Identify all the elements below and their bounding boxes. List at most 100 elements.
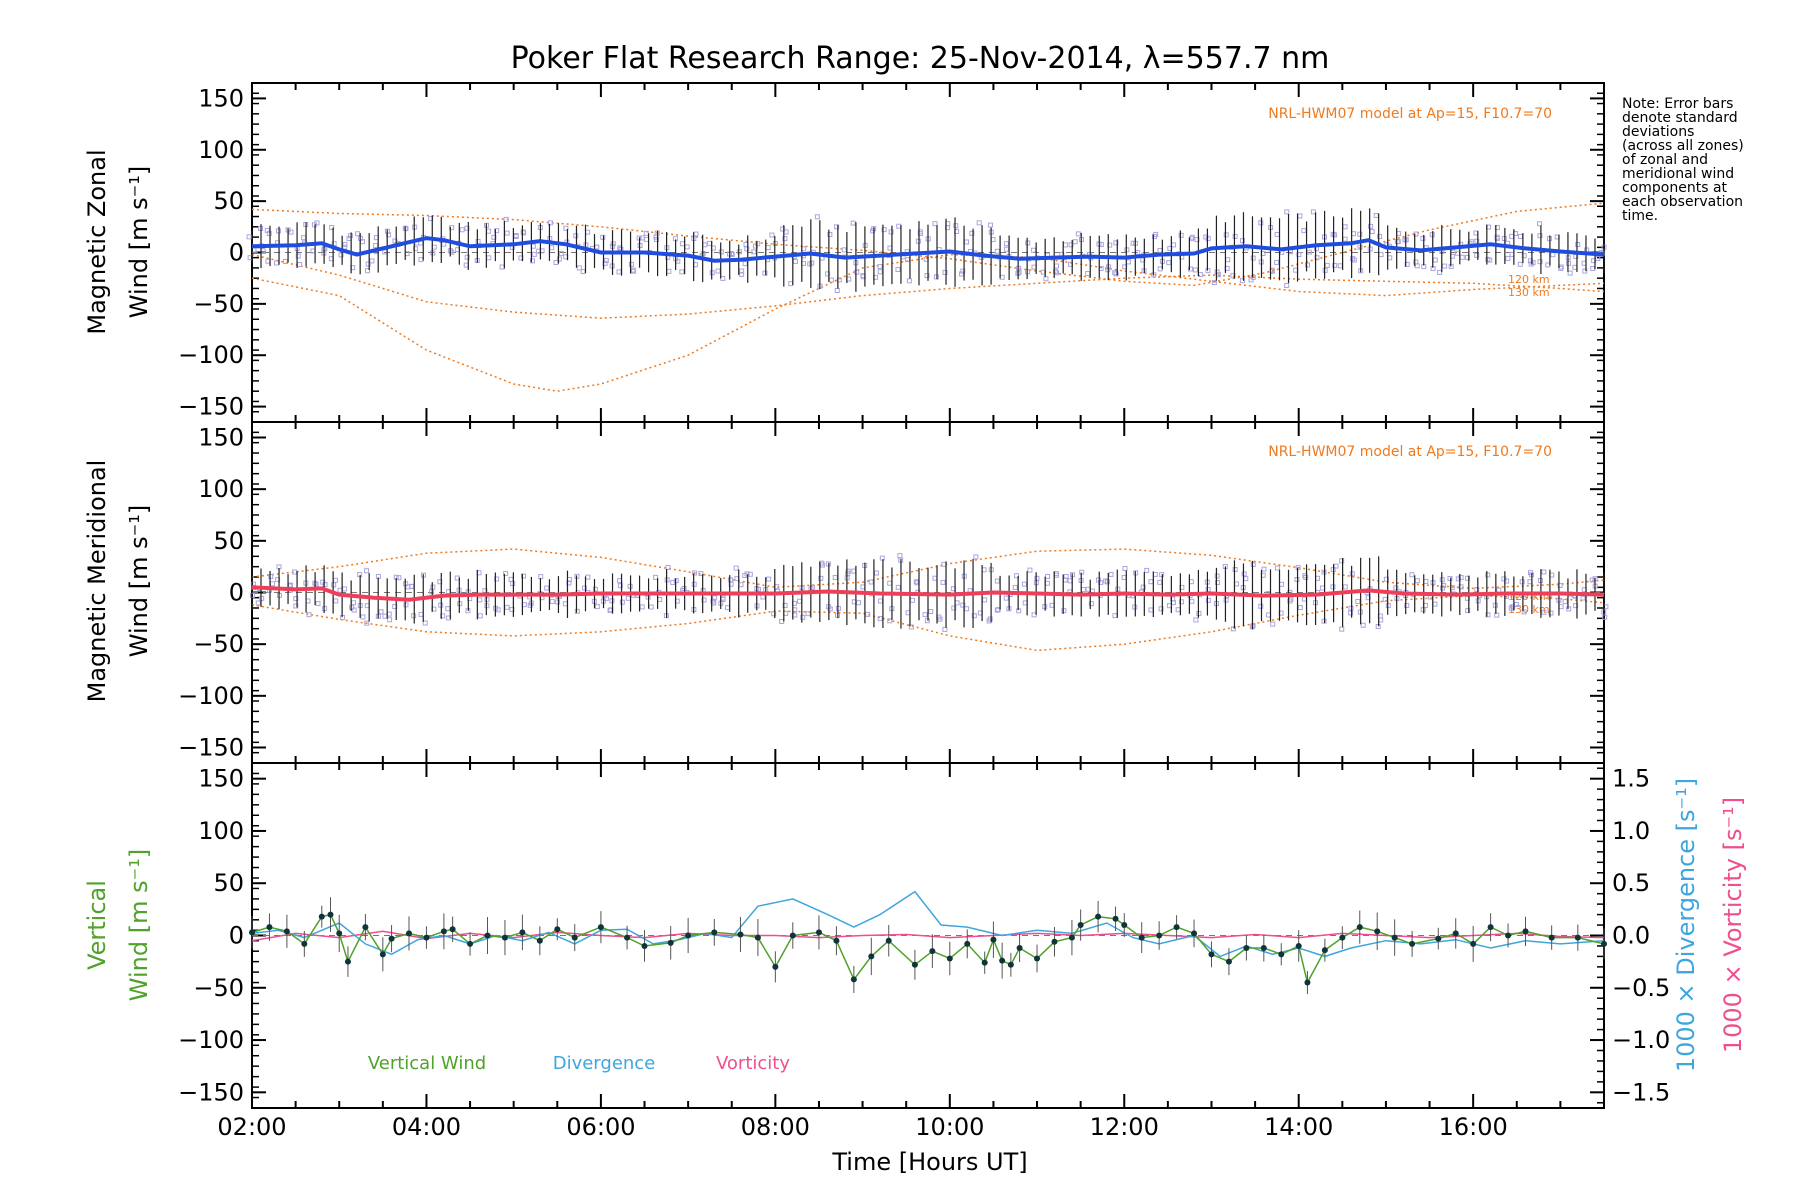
y-tick-label: −50 (193, 290, 244, 318)
zone-sample (969, 230, 975, 236)
zone-sample (1350, 256, 1356, 262)
vorticity-ylabel: 1000 × Vorticity [s⁻¹] (1719, 797, 1747, 1053)
y2-tick-label: −0.5 (1612, 974, 1670, 1002)
zone-sample (315, 601, 321, 607)
zone-sample (413, 246, 419, 252)
zone-sample (1261, 566, 1267, 572)
zone-sample (1027, 567, 1033, 573)
zone-sample (531, 251, 537, 257)
zone-sample (246, 234, 252, 240)
zone-sample (772, 240, 778, 246)
zone-sample (454, 575, 460, 581)
zone-sample (679, 241, 685, 247)
zone-sample (782, 236, 788, 242)
zone-sample (295, 253, 301, 259)
zone-sample (382, 249, 388, 255)
zone-sample (1582, 268, 1588, 274)
y-tick-label: 100 (198, 136, 244, 164)
zone-sample (513, 233, 519, 239)
legend-divergence: Divergence (553, 1053, 656, 1074)
vertical-wind-point (815, 929, 822, 936)
vertical-wind-point (1356, 924, 1363, 931)
vertical-wind-point (327, 911, 334, 918)
zone-sample (1012, 584, 1018, 590)
zone-sample (1239, 278, 1245, 284)
vertical-panel: Vertical Wind [m s⁻¹] 1000 × Divergence … (83, 778, 1747, 1176)
zone-sample (1243, 576, 1249, 582)
zone-sample (364, 620, 370, 626)
vertical-wind-point (344, 958, 351, 965)
zone-sample (1061, 608, 1067, 614)
zone-sample (504, 604, 510, 610)
zone-sample (555, 599, 561, 605)
vertical-wind-point (283, 928, 290, 935)
vertical-wind-point (1051, 938, 1058, 945)
zone-sample (313, 581, 319, 587)
zone-sample (544, 585, 550, 591)
vertical-wind-line (251, 913, 1605, 985)
zone-sample (818, 575, 824, 581)
vertical-wind-point (1007, 961, 1014, 968)
zone-sample (1258, 220, 1264, 226)
meridional-ylabel-line2: Wind [m s⁻¹] (125, 505, 153, 657)
zone-sample (684, 244, 690, 250)
zone-sample (715, 268, 721, 274)
zone-sample (1537, 259, 1543, 265)
zone-sample (1088, 601, 1094, 607)
zone-sample (897, 553, 903, 559)
zone-sample (917, 229, 923, 235)
zone-sample (1517, 233, 1523, 239)
zone-sample (1508, 605, 1514, 611)
x-tick-label: 04:00 (392, 1113, 461, 1141)
zone-sample (766, 576, 772, 582)
zone-sample (1459, 254, 1465, 260)
vertical-wind-point (772, 963, 779, 970)
zone-sample (1447, 575, 1453, 581)
y-tick-label: 0 (229, 579, 244, 607)
zone-sample (562, 601, 568, 607)
zone-sample (418, 257, 424, 263)
zone-sample (725, 605, 731, 611)
vertical-wind-point (685, 932, 692, 939)
zone-sample (755, 241, 761, 247)
vertical-wind-point (1505, 932, 1512, 939)
zone-sample (1330, 584, 1336, 590)
note-line: meridional wind (1622, 166, 1734, 182)
zone-sample (573, 233, 579, 239)
zone-sample (888, 229, 894, 235)
zone-sample (422, 620, 428, 626)
zone-sample (268, 573, 274, 579)
vertical-wind-point (519, 929, 526, 936)
vertical-wind-point (1260, 945, 1267, 952)
zone-sample (1232, 566, 1238, 572)
y2-tick-label: 0.5 (1612, 869, 1650, 897)
zone-sample (1528, 570, 1534, 576)
zone-sample (953, 223, 959, 229)
zone-sample (788, 281, 794, 287)
y2-tick-label: −1.0 (1612, 1026, 1670, 1054)
zone-sample (832, 574, 838, 580)
zone-sample (702, 242, 708, 248)
zone-sample (265, 258, 271, 264)
zone-sample (1157, 247, 1163, 253)
y2-tick-label: 1.0 (1612, 817, 1650, 845)
zone-sample (445, 606, 451, 612)
y-tick-label: 150 (198, 765, 244, 793)
zone-sample (932, 221, 938, 227)
zone-sample (1360, 622, 1366, 628)
zone-sample (856, 600, 862, 606)
zone-sample (464, 225, 470, 231)
zone-sample (1413, 231, 1419, 237)
zone-sample (475, 238, 481, 244)
zone-sample (1214, 573, 1220, 579)
zone-sample (845, 570, 851, 576)
zone-sample (971, 613, 977, 619)
vertical-wind-point (624, 934, 631, 941)
y-tick-label: 50 (213, 527, 244, 555)
zone-sample (600, 234, 606, 240)
wind-line (251, 236, 1605, 263)
zone-sample (870, 228, 876, 234)
zone-sample (365, 268, 371, 274)
y-tick-label: 0 (229, 922, 244, 950)
y2-tick-label: −1.5 (1612, 1078, 1670, 1106)
